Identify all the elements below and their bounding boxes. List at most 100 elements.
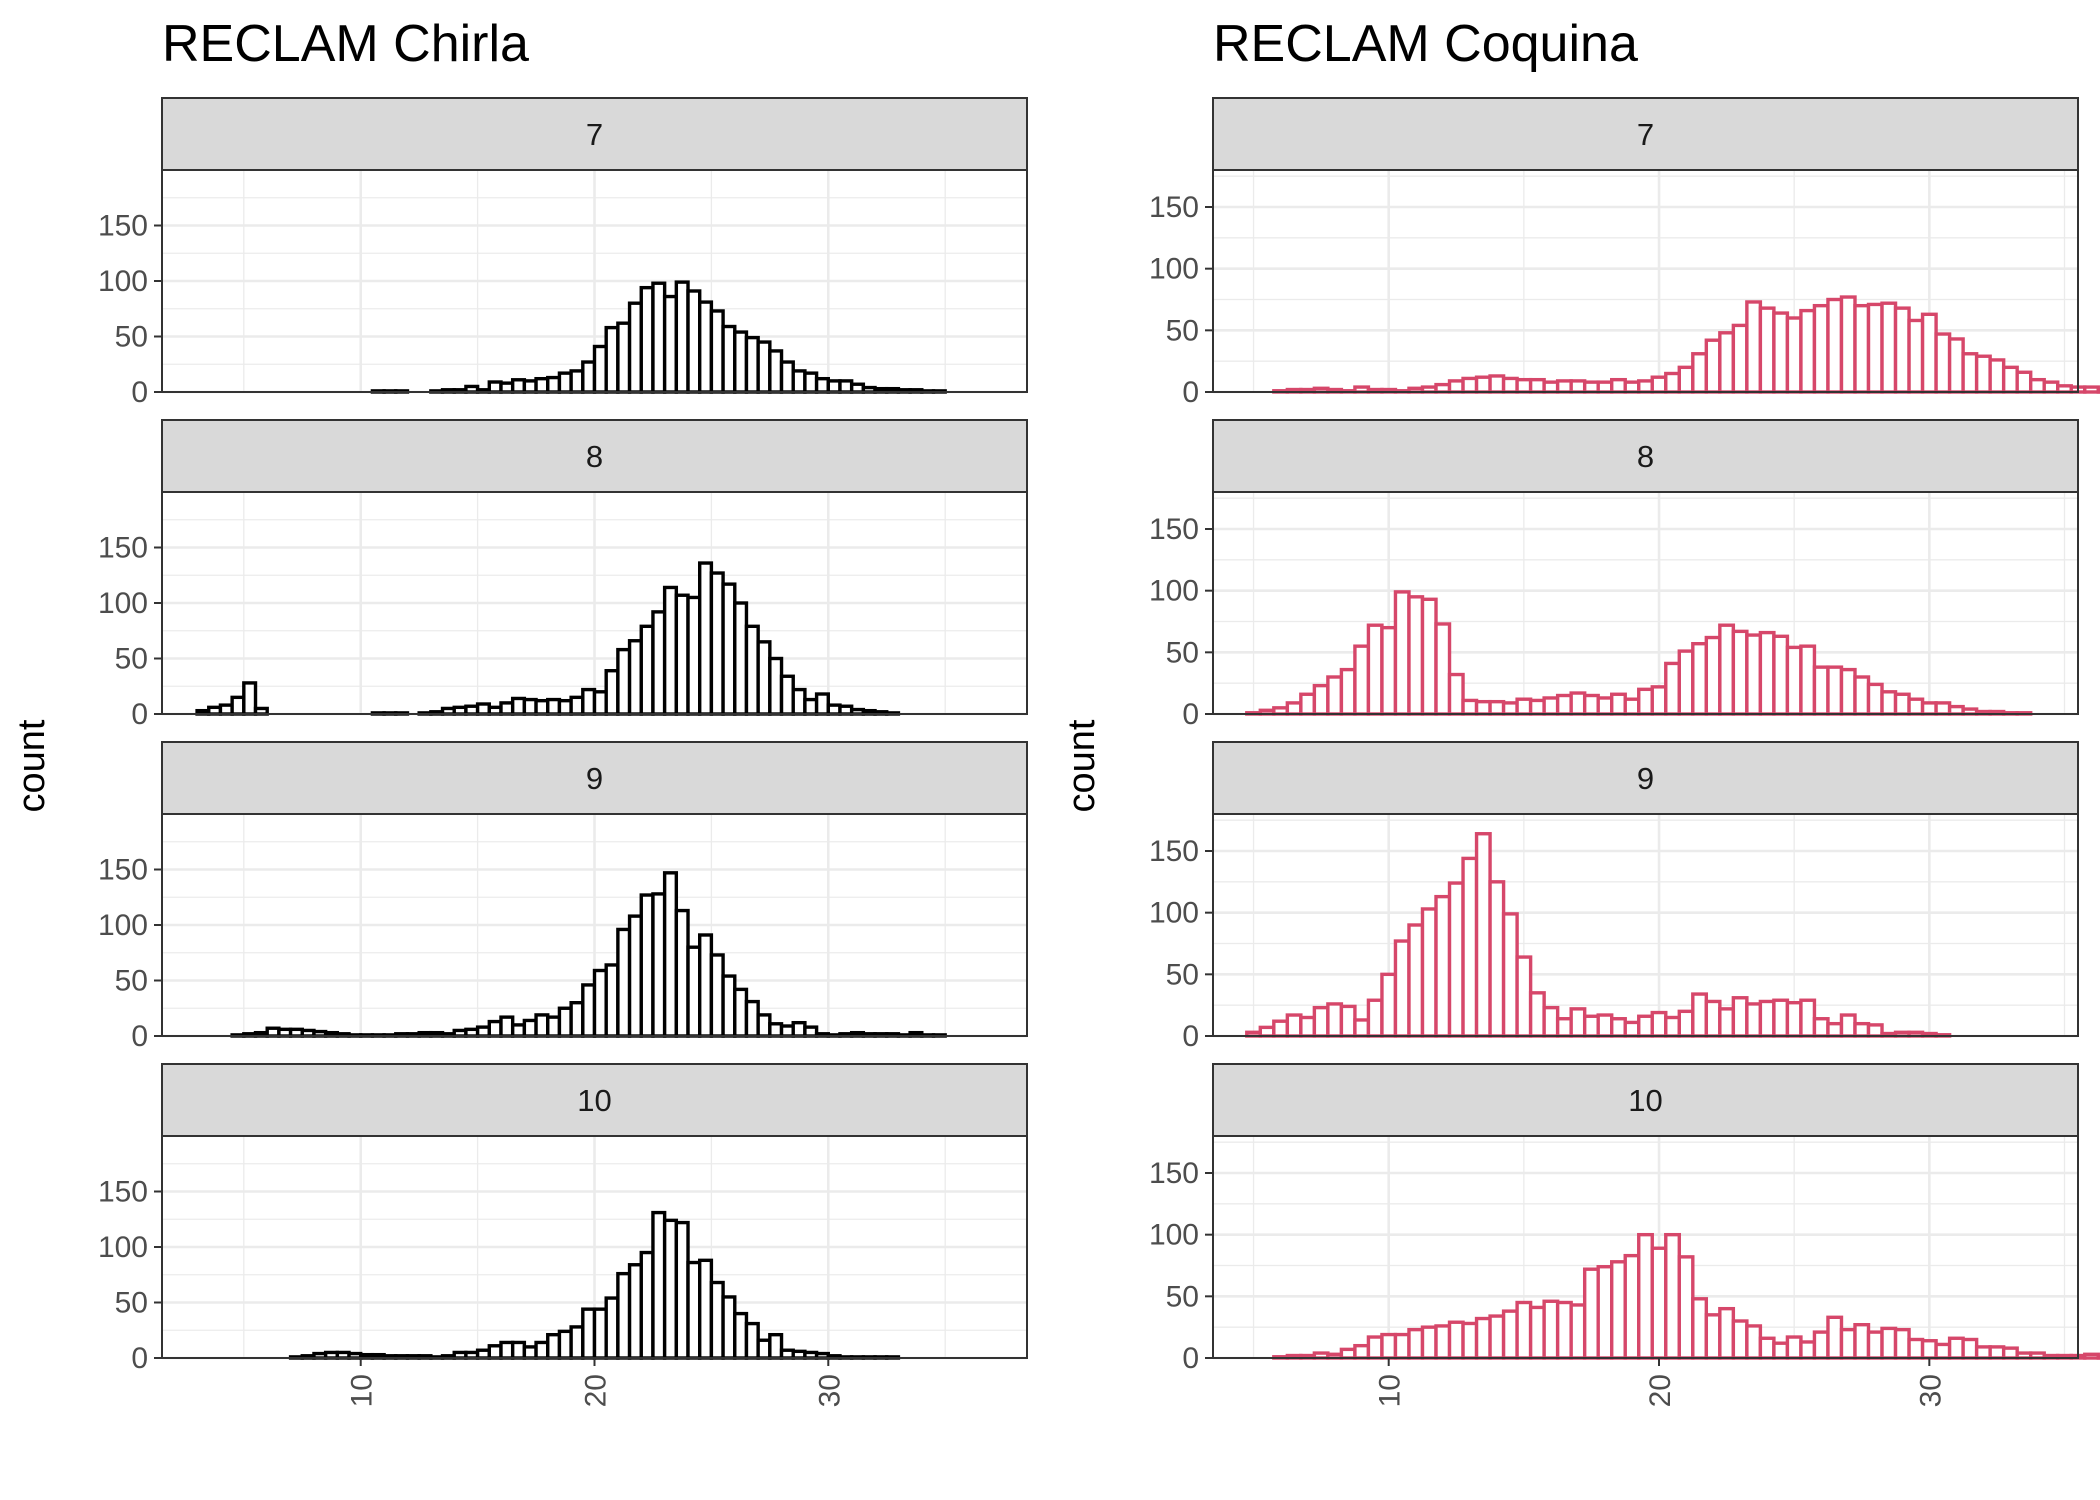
histogram-bar — [627, 301, 643, 394]
y-tick-label: 0 — [1182, 698, 1199, 731]
histogram-bar — [1718, 1007, 1736, 1038]
facet-panel-7: 7 0 50 100 150 — [98, 97, 1028, 409]
y-tick-label: 50 — [115, 643, 148, 676]
histogram-bar — [1934, 332, 1952, 394]
histogram-bar — [686, 289, 702, 394]
histogram-bar — [1474, 1316, 1492, 1360]
histogram-bar — [1691, 642, 1709, 716]
histogram-bar — [546, 697, 562, 716]
histogram-bar — [1866, 682, 1884, 716]
histogram-bar — [1799, 308, 1817, 394]
facet-panel-9: 9 0 50 100 150 — [1149, 741, 2079, 1053]
histogram-bar — [616, 927, 632, 1038]
histogram-bar — [686, 595, 702, 716]
histogram-bar — [1799, 1340, 1817, 1360]
histogram-bar — [1380, 972, 1398, 1038]
histogram-bar — [1907, 697, 1925, 716]
histogram-bar — [662, 871, 679, 1038]
histogram-bar — [1569, 379, 1587, 394]
histogram-bar — [627, 639, 643, 716]
histogram-bar — [475, 1348, 491, 1360]
histogram-bar — [1785, 316, 1803, 394]
histogram-bar — [1745, 1324, 1763, 1360]
histogram-bar — [1623, 380, 1641, 394]
histogram-bar — [475, 1025, 491, 1038]
y-tick-label: 150 — [98, 210, 148, 243]
histogram-bar — [604, 963, 620, 1038]
histogram-bar — [1731, 1319, 1749, 1360]
histogram-bar — [698, 300, 714, 394]
panel-border — [1212, 491, 2079, 715]
histogram-bar — [1420, 1325, 1438, 1360]
histogram-bar — [1501, 701, 1519, 716]
facet-strip-label: 8 — [586, 439, 603, 474]
histogram-bar — [1596, 1265, 1614, 1360]
histogram-bar — [1474, 832, 1492, 1038]
histogram-bar — [803, 697, 819, 716]
histogram-bar — [1366, 998, 1384, 1038]
histogram-bar — [698, 561, 714, 716]
histogram-bar — [1880, 690, 1898, 716]
histogram-bar — [1826, 1021, 1844, 1038]
histogram-bar — [1339, 1347, 1357, 1360]
histogram-bar — [1866, 1023, 1884, 1038]
histogram-bar — [1907, 318, 1925, 394]
y-tick-label: 0 — [131, 1342, 148, 1375]
histogram-bar — [1366, 623, 1384, 716]
histogram-bar — [1528, 377, 1546, 394]
histogram-bar — [709, 1280, 725, 1360]
histogram-bar — [1664, 661, 1681, 716]
histogram-bar — [768, 1332, 784, 1360]
histogram-bar — [616, 647, 632, 716]
y-tick-label: 0 — [1182, 1342, 1199, 1375]
histogram-bar — [1434, 894, 1452, 1038]
histogram-bar — [581, 983, 597, 1038]
y-tick-label: 0 — [1182, 376, 1199, 409]
histogram-bar — [1934, 701, 1952, 716]
facet-strip-label: 7 — [586, 117, 603, 152]
histogram-bar — [1447, 379, 1465, 394]
histogram-bar — [242, 681, 258, 716]
histogram-bar — [557, 1329, 573, 1360]
histogram-bar — [1299, 692, 1317, 716]
chart-2: RECLAM Coquinacount705010015080501001509… — [1061, 15, 2100, 1407]
histogram-bar — [1569, 1303, 1587, 1360]
histogram-bar — [1569, 1007, 1587, 1038]
histogram-bar — [1758, 306, 1776, 394]
histogram-bar — [2096, 387, 2100, 394]
histogram-bar — [1285, 1013, 1303, 1038]
histogram-bar — [2083, 1352, 2100, 1360]
histogram-bar — [1772, 634, 1790, 716]
histogram-bar — [1637, 687, 1654, 716]
histogram-bar — [709, 953, 725, 1038]
histogram-bar — [814, 692, 830, 716]
histogram-bar — [1353, 644, 1371, 716]
histogram-bar — [1785, 1335, 1803, 1360]
facet-strip — [161, 741, 1028, 815]
histogram-bar — [791, 687, 807, 716]
histogram-bar — [1434, 622, 1452, 716]
histogram-bar — [1731, 323, 1749, 394]
facet-strip-label: 7 — [1637, 117, 1654, 152]
y-tick-label: 0 — [131, 376, 148, 409]
facet-strip-label: 9 — [586, 761, 603, 796]
y-tick-label: 150 — [98, 532, 148, 565]
histogram-bar — [1488, 1314, 1506, 1360]
histogram-bar — [522, 697, 538, 716]
histogram-bar — [499, 381, 515, 394]
facet-panel-8: 8 0 50 100 150 — [98, 419, 1028, 731]
histogram-bar — [510, 378, 527, 394]
histogram-bar — [849, 382, 866, 394]
histogram-bar — [803, 371, 819, 394]
histogram-bar — [592, 1307, 608, 1360]
histogram-bar — [1366, 1335, 1384, 1360]
histogram-bar — [592, 968, 608, 1038]
histogram-bar — [1407, 923, 1425, 1038]
histogram-bar — [487, 1019, 503, 1038]
histogram-bar — [721, 324, 737, 394]
histogram-bar — [616, 1271, 632, 1360]
histogram-bar — [1974, 354, 1992, 394]
